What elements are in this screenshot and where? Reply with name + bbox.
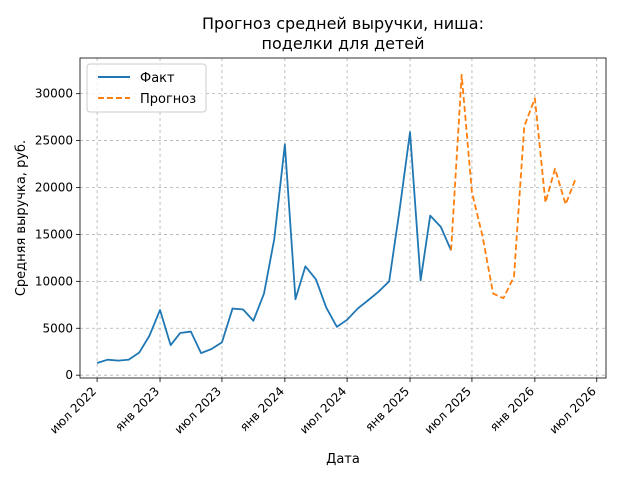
y-tick-label: 15000 xyxy=(35,227,73,241)
series-line-forecast xyxy=(450,73,577,300)
y-axis-label: Средняя выручка, руб. xyxy=(14,140,29,296)
y-axis-ticks: 0 5000 10000 15000 20000 25000 30000 xyxy=(35,87,80,382)
legend: Факт Прогноз xyxy=(86,63,207,113)
chart-title-line-2: поделки для детей xyxy=(262,34,425,53)
y-tick-label: 5000 xyxy=(42,321,73,335)
y-tick-label: 20000 xyxy=(35,181,73,195)
grid xyxy=(80,58,606,378)
y-tick-label: 0 xyxy=(65,368,73,382)
plot-frame xyxy=(79,57,607,379)
legend-label-forecast: Прогноз xyxy=(140,92,196,107)
y-tick-label: 30000 xyxy=(35,87,73,101)
y-tick-label: 10000 xyxy=(35,274,73,288)
legend-label-fact: Факт xyxy=(140,71,175,86)
y-tick-label: 25000 xyxy=(35,134,73,148)
series-line-fact xyxy=(96,131,452,364)
chart-title-line-1: Прогноз средней выручки, ниша: xyxy=(202,14,484,33)
series-layer xyxy=(96,73,577,364)
x-axis-label: Дата xyxy=(326,452,360,467)
